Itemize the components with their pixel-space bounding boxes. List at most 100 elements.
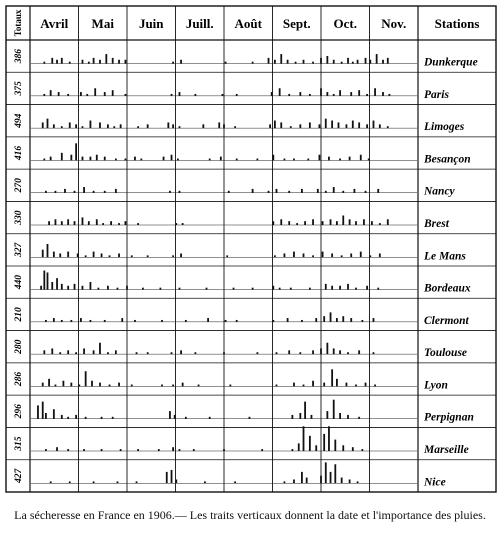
rain-bar [103, 190, 106, 193]
rain-bar [78, 384, 81, 387]
rain-bar [356, 481, 359, 484]
rain-bar [378, 253, 381, 258]
rain-bar [280, 122, 283, 129]
rain-bar [312, 61, 314, 64]
chart-grid [5, 5, 497, 493]
rain-bar [84, 255, 87, 258]
rain-bar [337, 122, 340, 129]
rain-bar [331, 285, 334, 290]
rain-bar [97, 287, 100, 290]
rain-bar [350, 318, 353, 322]
rain-bar [351, 61, 354, 64]
rain-bar [329, 219, 332, 225]
rain-bar [329, 471, 332, 484]
rain-bar [355, 287, 357, 290]
station-name: Clermont [424, 315, 470, 327]
station-name: Le Mans [423, 250, 466, 262]
rain-bar [46, 118, 49, 129]
rain-bar [347, 414, 349, 419]
rain-bar [273, 59, 276, 64]
rain-bar [248, 416, 251, 419]
rain-bar [351, 447, 354, 451]
station-name: Bordeaux [423, 283, 471, 295]
rain-bar [294, 61, 297, 64]
rain-bar [67, 350, 70, 355]
rain-bar [386, 126, 389, 129]
rain-bar [364, 190, 367, 193]
rain-bar [207, 318, 209, 322]
rain-bar [87, 221, 90, 225]
rain-bar [286, 59, 289, 64]
rain-bar [83, 348, 85, 355]
rain-bar [386, 219, 389, 225]
rain-bar [326, 411, 329, 419]
rain-bar [367, 158, 370, 161]
rain-bar [178, 92, 181, 96]
station-total: 375 [14, 81, 24, 97]
rain-bar [315, 318, 318, 322]
rain-bar [340, 255, 343, 258]
rain-bar [60, 152, 63, 161]
rain-bar [251, 287, 254, 290]
station-name: Lyon [423, 379, 448, 391]
rain-bar [304, 401, 306, 419]
rain-bar [334, 464, 337, 484]
rain-bar [364, 382, 367, 387]
rain-bar [146, 255, 149, 258]
rain-bar [124, 59, 127, 64]
station-name: Nancy [423, 186, 456, 198]
rain-bar [382, 59, 384, 64]
station-total: 494 [14, 113, 24, 129]
station-name: Paris [424, 89, 449, 101]
rain-bar [105, 54, 108, 64]
rain-bar [345, 124, 348, 129]
rain-bar [118, 59, 120, 64]
rain-bar [275, 188, 278, 193]
rain-bar [301, 471, 303, 484]
rain-bar [288, 221, 291, 225]
station-name: Besançon [423, 153, 471, 165]
rain-bar [108, 384, 111, 387]
rain-bar [331, 369, 334, 387]
rain-bar [374, 88, 376, 96]
rain-bar [43, 158, 46, 161]
rain-bar [79, 92, 82, 96]
rain-bar [178, 190, 181, 193]
rain-bar [347, 283, 349, 290]
month-label: Sept. [283, 16, 311, 31]
rain-bar [113, 126, 116, 129]
rain-bar [280, 219, 283, 225]
rain-bar [169, 411, 171, 419]
rain-bar [130, 255, 133, 258]
rain-bar [332, 348, 335, 355]
rain-bar [52, 409, 55, 419]
rain-bar [340, 477, 343, 484]
rain-bar [56, 59, 58, 64]
rain-bar [45, 413, 47, 419]
rain-bar [184, 319, 187, 322]
rain-bar [75, 352, 78, 355]
rain-bar [70, 382, 73, 387]
rain-bar [89, 120, 92, 129]
rain-bar [84, 371, 87, 387]
rain-bar [100, 253, 103, 258]
station-total: 386 [14, 49, 24, 64]
rain-bar [178, 126, 181, 129]
rain-bar [70, 154, 73, 161]
rain-bar [316, 188, 319, 193]
rain-bar [118, 253, 120, 258]
rain-bar [170, 469, 173, 484]
rain-bar [173, 414, 176, 419]
rain-bar [59, 253, 62, 258]
rain-bar [91, 380, 93, 387]
rain-bar [356, 59, 359, 64]
rain-bar [40, 285, 43, 290]
rain-bar [278, 88, 281, 96]
rain-bar [273, 120, 276, 129]
rain-bar [175, 223, 178, 225]
station-total: 427 [14, 467, 24, 484]
rain-bar [56, 447, 58, 451]
rain-bar [332, 187, 335, 193]
rain-bar [336, 318, 338, 322]
rain-bar [288, 93, 291, 96]
